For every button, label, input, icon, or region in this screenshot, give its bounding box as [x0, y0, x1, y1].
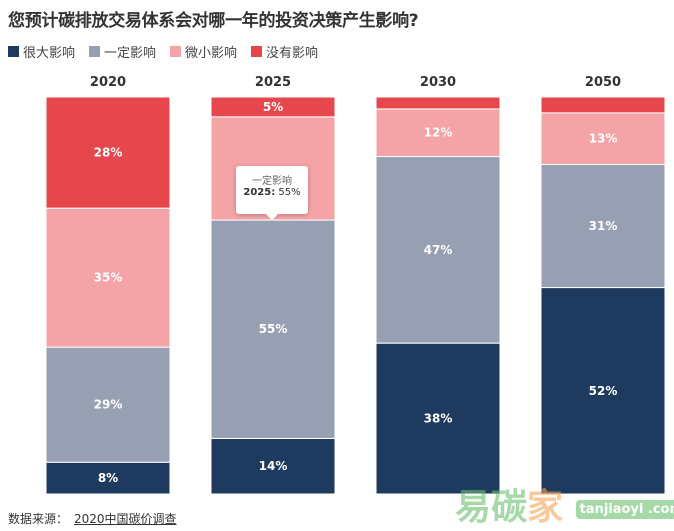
data-label: 55% [259, 322, 288, 336]
bar-segment[interactable] [45, 461, 171, 495]
watermark-logo: 易碳家 tanjiaoyi .com [455, 478, 674, 530]
source-link[interactable]: 2020中国碳价调查 [74, 512, 177, 526]
bar-segment[interactable] [45, 346, 171, 463]
legend-label: 一定影响 [104, 46, 157, 61]
category-label: 2030 [420, 75, 456, 90]
tooltip-value: 55% [278, 187, 301, 198]
data-label: 13% [589, 132, 618, 146]
legend-swatch [170, 46, 182, 57]
data-label: 5% [263, 100, 283, 114]
legend-label: 很大影响 [23, 46, 76, 61]
category-label: 2020 [90, 75, 126, 90]
legend-item[interactable]: 一定影响 [89, 42, 156, 61]
bar-segment[interactable] [210, 96, 336, 118]
bar-segment[interactable] [540, 287, 666, 495]
data-label: 35% [94, 271, 123, 285]
source-label: 数据来源： [8, 512, 69, 526]
legend-label: 微小影响 [185, 46, 238, 61]
watermark-text-accent: 家 [527, 487, 564, 528]
legend-swatch [89, 46, 101, 57]
data-label: 29% [94, 398, 123, 412]
category-label: 2025 [255, 75, 291, 90]
legend-item[interactable]: 很大影响 [8, 42, 75, 61]
bar-segment[interactable] [45, 96, 171, 209]
data-label: 28% [94, 146, 123, 160]
bar-segment[interactable] [540, 96, 666, 114]
bar-segment[interactable] [375, 96, 501, 110]
watermark-site: tanjiaoyi .com [575, 499, 674, 519]
bar-segment[interactable] [540, 163, 666, 289]
data-label: 38% [424, 412, 453, 426]
bar-segment[interactable] [210, 437, 336, 495]
legend: 很大影响 一定影响 微小影响 没有影响 [8, 42, 318, 61]
source: 数据来源： 2020中国碳价调查 [8, 510, 177, 527]
watermark-text: 易碳 [455, 487, 528, 528]
legend-item[interactable]: 没有影响 [251, 42, 318, 61]
legend-swatch [251, 46, 263, 57]
legend-swatch [8, 46, 19, 57]
bar-segment[interactable] [375, 156, 501, 344]
data-label: 8% [98, 471, 118, 485]
data-label: 14% [259, 459, 288, 473]
data-label: 47% [424, 243, 453, 257]
tooltip-category: 2025: [243, 187, 276, 198]
data-label: 12% [424, 126, 453, 140]
tooltip: 一定影响 2025: 55% [236, 166, 308, 220]
data-label: 31% [589, 219, 618, 233]
category-label: 2050 [585, 75, 621, 90]
legend-item[interactable]: 微小影响 [170, 42, 237, 61]
chart-title: 您预计碳排放交易体系会对哪一年的投资决策产生影响? [8, 11, 419, 31]
tooltip-series: 一定影响 [252, 176, 292, 187]
bar-segment[interactable] [540, 112, 666, 165]
legend-label: 没有影响 [266, 46, 319, 61]
bar-segment[interactable] [210, 219, 336, 439]
bar-segment[interactable] [375, 342, 501, 495]
data-label: 52% [589, 384, 618, 398]
